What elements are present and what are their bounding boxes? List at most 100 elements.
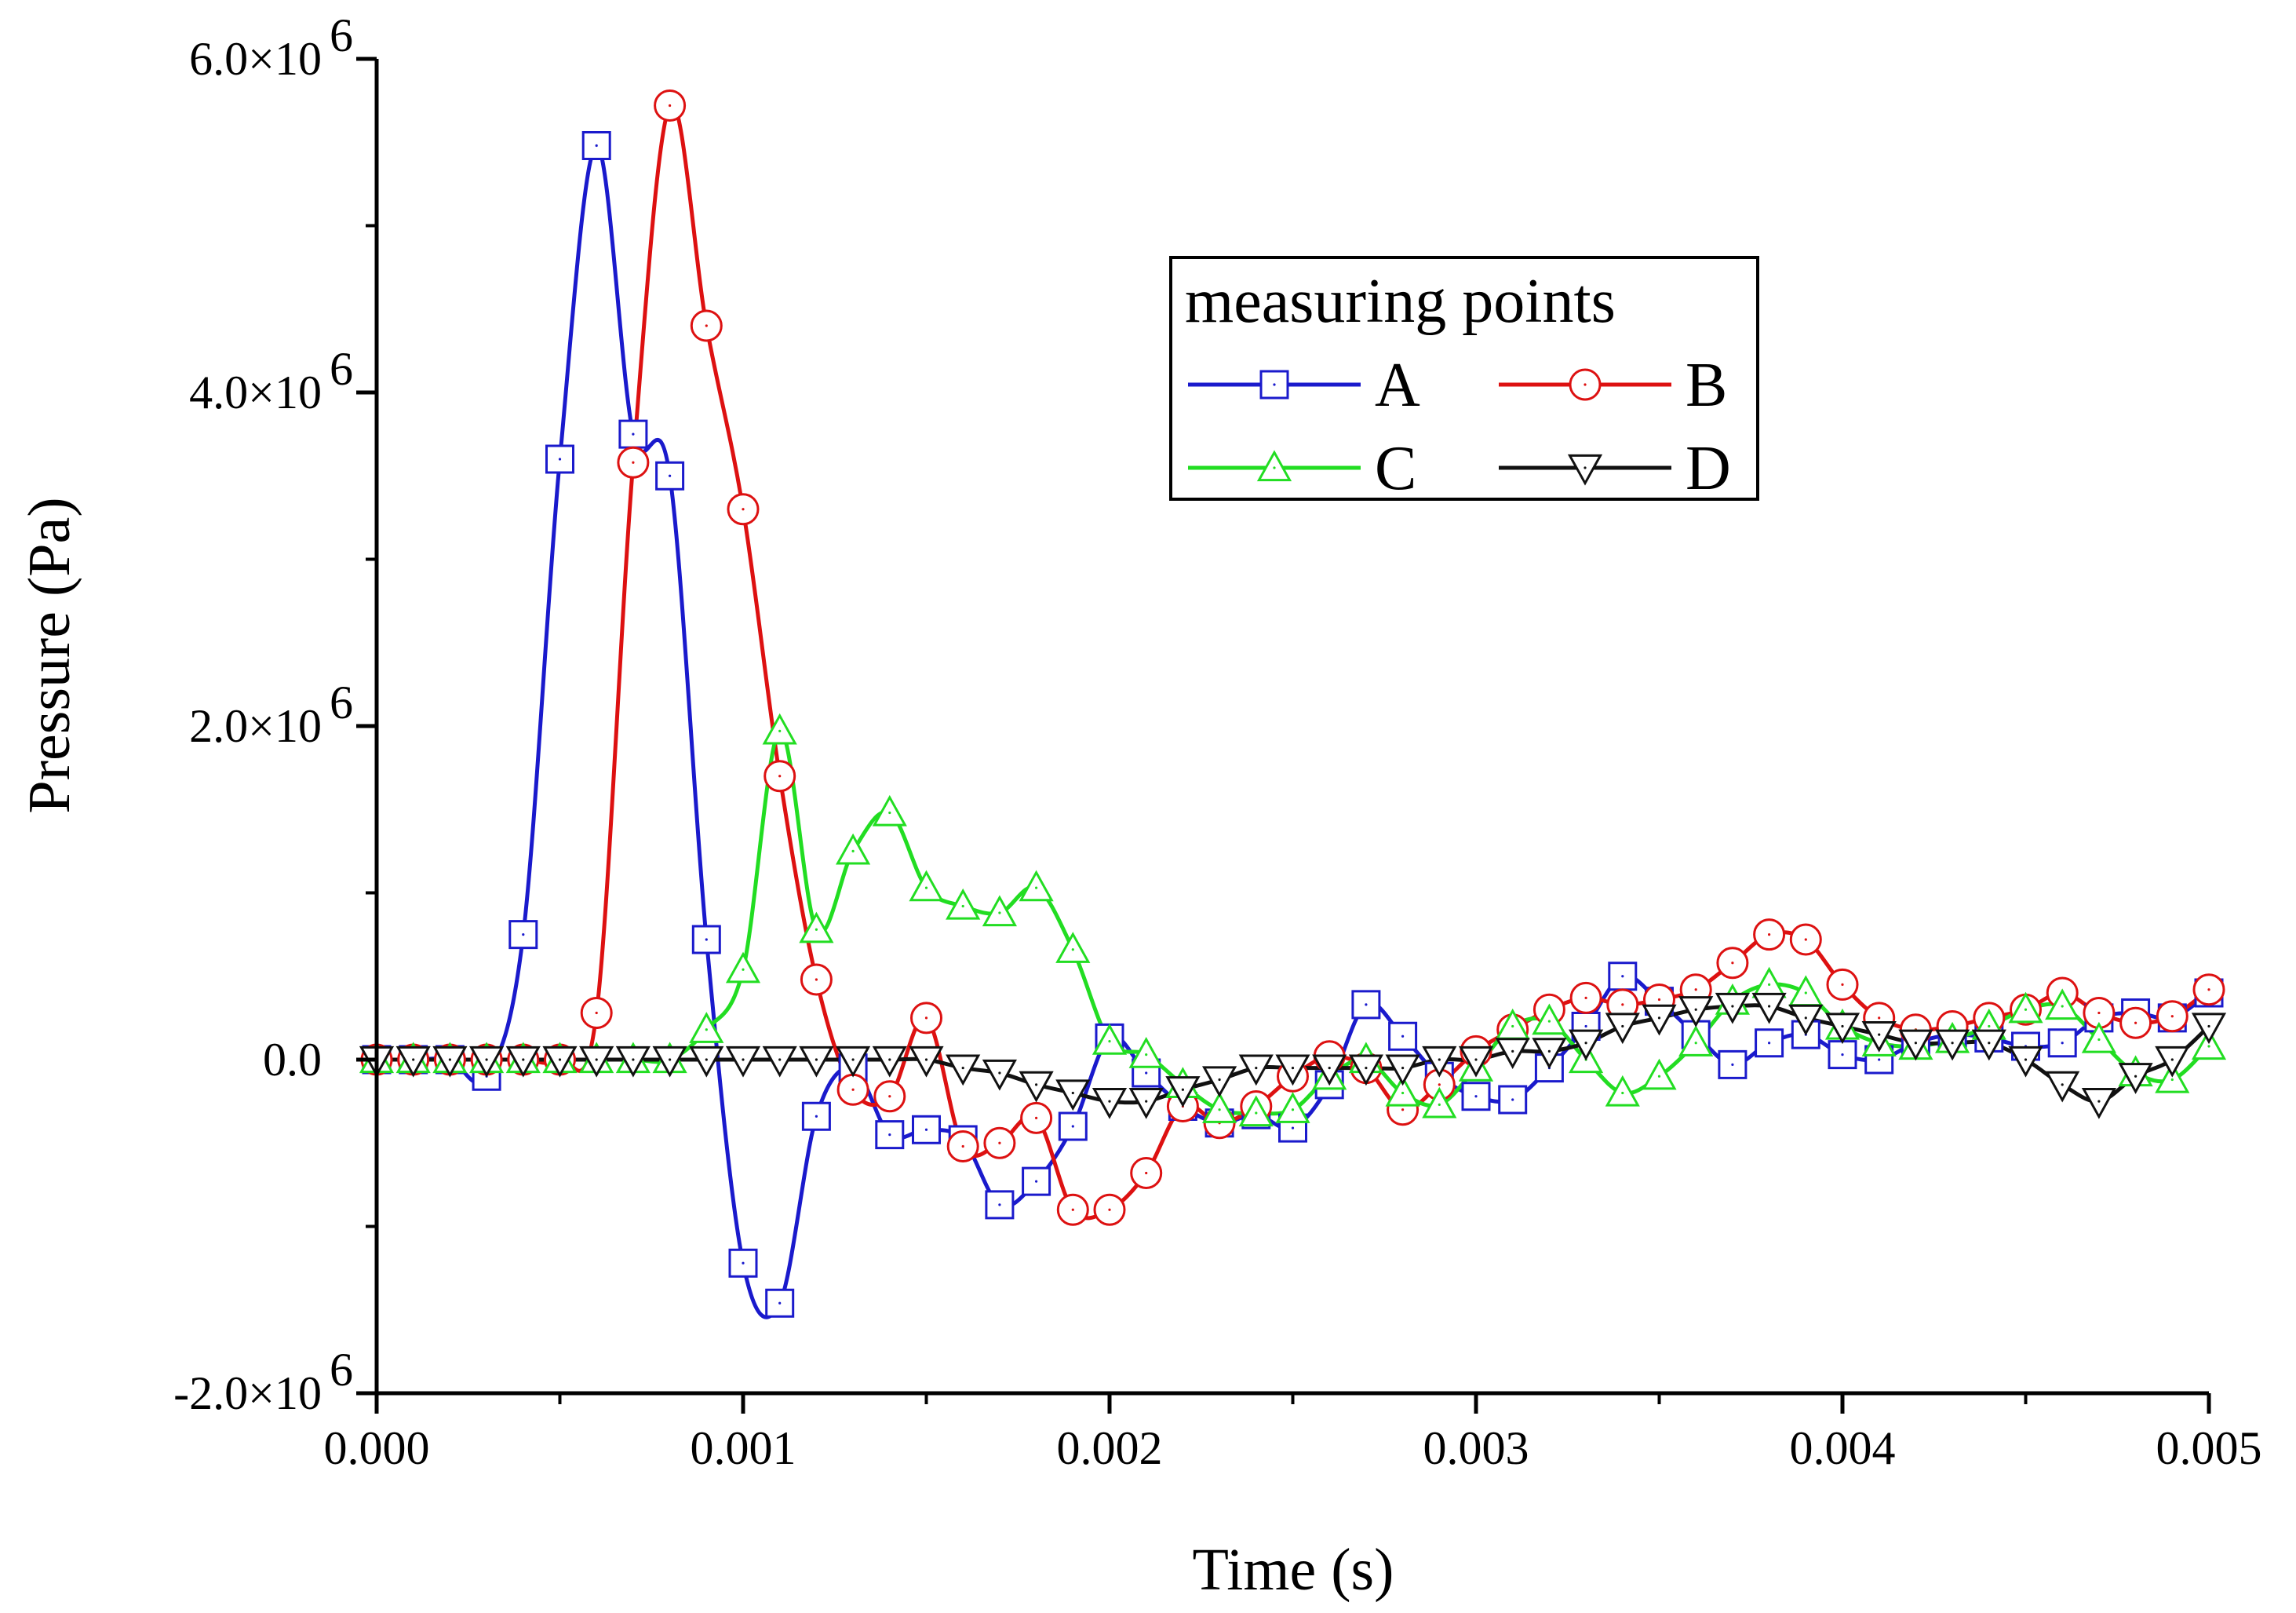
series-a-point-dot <box>632 432 635 436</box>
series-b-point-dot <box>888 1095 891 1098</box>
series-d-point-dot <box>924 1058 928 1061</box>
series-d-point <box>395 1046 431 1078</box>
series-a-point <box>545 444 574 474</box>
series-d-point-dot <box>1365 1067 1368 1070</box>
series-d-point <box>1202 1066 1237 1098</box>
series-b-point-dot <box>632 461 635 464</box>
series-a-point-dot <box>1584 1024 1587 1028</box>
series-c-point <box>1019 870 1054 902</box>
series-c-point-dot <box>1511 1024 1514 1028</box>
series-b-point-dot <box>1731 962 1734 965</box>
series-b-point-dot <box>1694 988 1697 991</box>
legend-item-c: C <box>1188 434 1416 503</box>
series-d-point-dot <box>815 1058 818 1061</box>
legend-swatch-marker-dot <box>1273 466 1276 469</box>
series-d-point-dot <box>2170 1058 2174 1061</box>
series-d-point-dot <box>1914 1042 1917 1045</box>
legend-label: A <box>1375 351 1420 420</box>
series-c-point <box>836 833 871 865</box>
series-b-point-dot <box>742 508 745 511</box>
series-a-point-dot <box>1071 1125 1074 1128</box>
legend-swatch-marker-dot <box>1584 466 1587 469</box>
series-d-point <box>1092 1087 1128 1119</box>
y-tick-label: 2.0×10 <box>189 700 322 752</box>
series-d-point-dot <box>1951 1042 1954 1045</box>
series-d-point-dot <box>742 1058 745 1061</box>
series-d-point <box>505 1046 541 1078</box>
series-a-point <box>1498 1085 1528 1115</box>
legend-label: C <box>1375 434 1416 503</box>
series-b-point-dot <box>2097 1011 2101 1015</box>
series-c-point-dot <box>2024 1008 2028 1011</box>
series-d-point-dot <box>1108 1100 1111 1103</box>
series-c-point <box>2081 1021 2116 1053</box>
x-tick-label: 0.002 <box>1057 1422 1163 1474</box>
series-d-point-dot <box>412 1058 415 1061</box>
legend-swatch-marker <box>1256 450 1292 482</box>
series-d-point <box>2155 1046 2190 1078</box>
series-d-point-dot <box>998 1071 1001 1075</box>
series-b-point-dot <box>851 1088 855 1091</box>
series-d-point-dot <box>1145 1100 1148 1103</box>
legend-swatch-marker-dot <box>1584 383 1587 386</box>
series-d-point-dot <box>1328 1067 1331 1070</box>
series-a-point-dot <box>1621 975 1624 978</box>
series-c-point-dot <box>1804 991 1807 994</box>
legend-item-a: A <box>1188 351 1420 420</box>
series-d-point-dot <box>705 1058 708 1061</box>
series-d-point-dot <box>1438 1058 1441 1061</box>
series-c-point <box>1678 1025 1714 1056</box>
series-d-point-dot <box>1255 1067 1258 1070</box>
series-c-point-dot <box>998 911 1001 914</box>
series-c-point-dot <box>1291 1108 1295 1111</box>
legend-label: D <box>1686 434 1731 503</box>
series-d-point <box>2191 1013 2227 1045</box>
series-c-point <box>872 794 907 827</box>
series-d-point-dot <box>2061 1083 2064 1086</box>
x-axis-title: Time (s) <box>1193 1537 1394 1603</box>
series-b-point-dot <box>924 1016 928 1020</box>
series-d-point <box>1935 1029 1970 1061</box>
series-c-point <box>909 870 944 902</box>
series-d-point-dot <box>1218 1078 1221 1082</box>
series-c-point-dot <box>2170 1078 2174 1082</box>
series-a-point-dot <box>2061 1042 2064 1045</box>
series-c-point-dot <box>1071 948 1074 951</box>
series-d-point <box>1751 992 1787 1024</box>
x-tick-label: 0.003 <box>1423 1422 1529 1474</box>
series-d-point <box>1532 1038 1567 1070</box>
series-d-point-dot <box>1804 1016 1807 1020</box>
series-d-point <box>1569 1029 1604 1061</box>
series-b-point-dot <box>2134 1021 2137 1024</box>
series-d-point-dot <box>448 1058 452 1061</box>
series-c-point-dot <box>778 729 782 732</box>
y-tick-label: 0.0 <box>263 1034 322 1086</box>
series-d-point-dot <box>851 1058 855 1061</box>
series-layer <box>359 89 2227 1319</box>
series-d-point-dot <box>558 1058 562 1061</box>
series-a-point-dot <box>1511 1098 1514 1101</box>
series-d-point <box>1495 1038 1530 1070</box>
series-c-point-dot <box>1108 1040 1111 1043</box>
series-c-point <box>1422 1086 1457 1119</box>
legend-swatch-marker <box>1567 454 1603 486</box>
series-a-point <box>1461 1082 1491 1111</box>
series-d-markers <box>359 992 2227 1119</box>
y-tick-label: 6.0×10 <box>189 33 322 85</box>
series-d-point <box>1898 1029 1933 1061</box>
series-d-point <box>1055 1079 1091 1111</box>
series-d-point-dot <box>1035 1083 1038 1086</box>
series-b-point-dot <box>1438 1083 1441 1086</box>
series-d-point <box>1788 1004 1824 1036</box>
series-a-point-dot <box>998 1203 1001 1206</box>
series-d-point <box>1019 1071 1054 1103</box>
series-d-point-dot <box>1878 1033 1881 1036</box>
series-d-point <box>909 1046 944 1078</box>
series-a-point-dot <box>522 933 525 936</box>
y-tick-exponent: 6 <box>330 343 353 395</box>
marker-layer <box>359 89 2227 1318</box>
series-d-point-dot <box>1768 1005 1771 1008</box>
series-d-point <box>2118 1063 2153 1094</box>
